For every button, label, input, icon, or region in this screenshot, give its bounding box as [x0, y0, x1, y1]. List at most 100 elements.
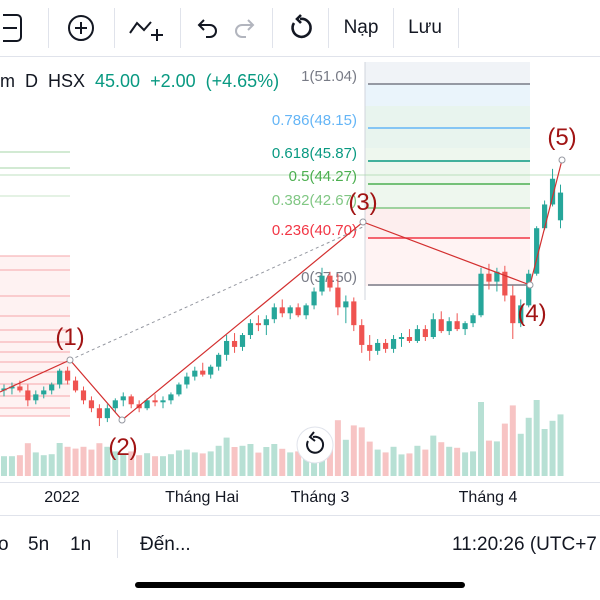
- chart-type-icon[interactable]: [0, 0, 30, 56]
- toolbar-divider: [393, 8, 394, 48]
- load-button[interactable]: Nạp: [343, 17, 379, 38]
- volume-bar: [414, 445, 421, 476]
- candle: [152, 394, 158, 407]
- x-tick-thang-hai: Tháng Hai: [165, 489, 239, 506]
- toolbar-divider: [48, 8, 49, 48]
- home-indicator: [135, 582, 465, 588]
- save-button[interactable]: Lưu: [408, 17, 442, 38]
- range-button-partial[interactable]: o: [0, 534, 9, 555]
- candle: [478, 267, 484, 318]
- volume-bar: [422, 449, 429, 476]
- time-axis[interactable]: 2022 Tháng Hai Tháng 3 Tháng 4: [0, 482, 600, 513]
- fib-label-1: 1(51.04): [301, 68, 357, 85]
- volume-bar: [40, 455, 47, 476]
- fib-retracement[interactable]: 1(51.04) 0.786(48.15) 0.618(45.87) 0.5(4…: [0, 62, 600, 300]
- candle: [526, 269, 532, 308]
- volume-bar: [454, 447, 461, 476]
- candle: [49, 382, 55, 395]
- symbol-name: m: [0, 70, 15, 91]
- candle: [192, 366, 198, 381]
- candle: [224, 335, 230, 361]
- volume-bar: [136, 455, 143, 476]
- undo-icon[interactable]: [190, 0, 224, 56]
- toolbar-divider: [458, 8, 459, 48]
- candle: [160, 396, 166, 409]
- symbol-legend[interactable]: m D HSX 45.00 +2.00 (+4.65%): [0, 70, 279, 92]
- volume-bar: [72, 448, 79, 476]
- add-indicator-icon[interactable]: [62, 0, 100, 56]
- wave-label-3: (3): [348, 189, 377, 216]
- candle: [263, 315, 269, 336]
- clock-timezone[interactable]: 11:20:26 (UTC+7: [452, 534, 597, 555]
- volume-bar: [549, 420, 556, 476]
- candle: [112, 398, 118, 413]
- candle: [231, 333, 238, 353]
- bottom-toolbar: o 5n 1n Đến... 11:20:26 (UTC+7: [0, 515, 600, 571]
- volume-bar: [175, 450, 182, 476]
- volume-bar: [80, 446, 87, 476]
- range-5d-button[interactable]: 5n: [28, 534, 50, 555]
- fib-label-0786: 0.786(48.15): [272, 112, 357, 129]
- candle: [486, 263, 492, 290]
- price-change-percent: (+4.65%): [205, 70, 280, 91]
- price-chart[interactable]: 1(51.04) 0.786(48.15) 0.618(45.87) 0.5(4…: [0, 57, 600, 482]
- candle: [200, 362, 206, 377]
- volume-bar: [438, 442, 445, 476]
- volume-bar: [96, 443, 103, 476]
- candle: [375, 338, 381, 355]
- candle: [303, 303, 309, 320]
- old-fib-drawing: [0, 151, 70, 417]
- candle: [383, 338, 389, 353]
- volume-bar: [144, 453, 151, 476]
- fib-label-05: 0.5(44.27): [289, 168, 357, 185]
- volume-bar: [279, 448, 286, 476]
- volume-bar: [541, 429, 548, 476]
- fib-label-0618: 0.618(45.87): [272, 145, 357, 162]
- volume-bar: [485, 440, 492, 476]
- interval-label: D: [25, 70, 38, 91]
- volume-bar: [88, 449, 95, 476]
- redo-icon[interactable]: [228, 0, 262, 56]
- reset-icon[interactable]: [284, 0, 318, 56]
- volume-bar: [366, 441, 373, 476]
- x-tick-2022: 2022: [44, 489, 80, 506]
- volume-bar: [16, 455, 23, 476]
- volume-bar: [525, 417, 532, 476]
- candle: [351, 297, 357, 332]
- volume-bars: [1, 400, 564, 476]
- candle: [359, 319, 365, 353]
- candle: [271, 303, 277, 324]
- toolbar-divider: [328, 8, 329, 48]
- candle: [168, 392, 174, 405]
- volume-bar: [478, 402, 484, 476]
- volume-bar: [263, 447, 270, 476]
- candle: [343, 295, 349, 324]
- scroll-to-realtime-button[interactable]: [296, 426, 334, 464]
- volume-bar: [56, 443, 63, 476]
- volume-bar: [152, 456, 159, 476]
- volume-bar: [533, 400, 540, 476]
- top-toolbar: Nạp Lưu: [0, 0, 600, 57]
- volume-bar: [120, 453, 127, 476]
- toolbar-divider: [114, 8, 115, 48]
- chart-pane[interactable]: 1(51.04) 0.786(48.15) 0.618(45.87) 0.5(4…: [0, 57, 600, 482]
- elliott-wave[interactable]: (1) (2) (3) (4) (5): [0, 124, 577, 461]
- range-1d-button[interactable]: 1n: [70, 534, 92, 555]
- trend-line[interactable]: [69, 225, 366, 361]
- price-change: +2.00: [150, 70, 196, 91]
- wave-label-2: (2): [108, 434, 137, 461]
- candle: [534, 226, 540, 276]
- candle: [96, 404, 102, 427]
- goto-date-button[interactable]: Đến...: [140, 534, 191, 555]
- volume-bar: [430, 435, 437, 476]
- candle: [430, 313, 436, 339]
- candle: [41, 386, 47, 399]
- volume-bar: [239, 445, 246, 476]
- x-tick-thang-4: Tháng 4: [458, 489, 518, 506]
- volume-bar: [64, 446, 71, 476]
- candles: [1, 168, 564, 427]
- candle: [25, 384, 31, 407]
- volume-bar: [207, 451, 214, 476]
- add-alert-icon[interactable]: [126, 0, 168, 56]
- candle: [279, 299, 285, 318]
